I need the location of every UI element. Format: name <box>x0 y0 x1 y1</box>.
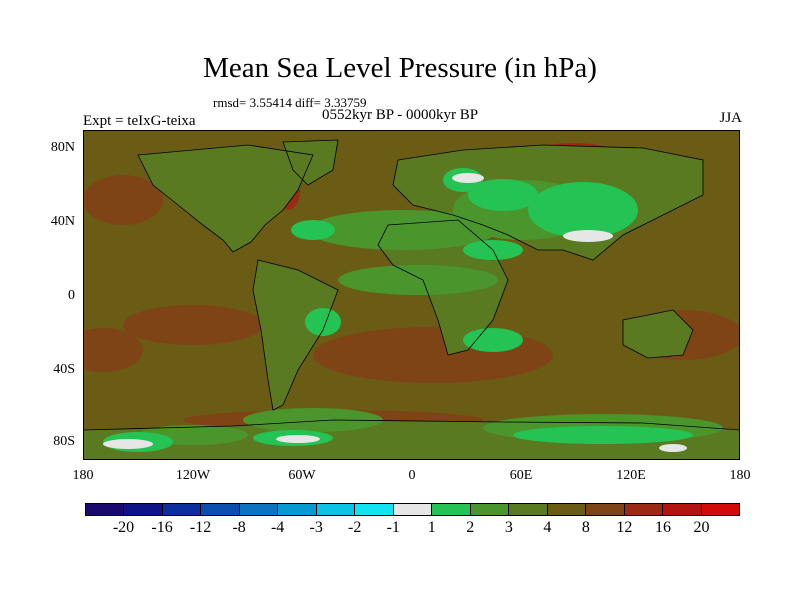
lat-label-40n: 40N <box>50 214 75 229</box>
colorbar-box <box>316 504 356 515</box>
stats-label: rmsd= 3.55414 diff= 3.33759 <box>213 95 367 110</box>
season-label: JJA <box>719 110 742 126</box>
colorbar-label: 2 <box>466 519 475 536</box>
colorbar-label: -20 <box>112 519 135 536</box>
colorbar-box <box>86 504 125 515</box>
colorbar-label: 3 <box>504 519 513 536</box>
colorbar-label: -3 <box>309 519 323 536</box>
colorbar-box <box>432 504 471 515</box>
lat-label-80s: 80S <box>53 434 75 449</box>
coastlines <box>83 139 740 431</box>
lat-label-80n: 80N <box>50 140 75 155</box>
colorbar-label: -16 <box>151 519 173 536</box>
colorbar-box <box>509 504 548 515</box>
lon-label-60e: 60E <box>509 468 533 483</box>
colorbar-box <box>239 504 279 515</box>
colorbar-box <box>278 504 317 515</box>
period-label: 0552kyr BP - 0000kyr BP <box>322 107 479 123</box>
colorbar-box <box>547 504 587 515</box>
colorbar-box <box>470 504 510 515</box>
map-frame <box>83 130 740 460</box>
colorbar-label: 16 <box>654 519 671 536</box>
colorbar-label: 4 <box>543 519 552 536</box>
experiment-label: Expt = teIxG-teixa <box>83 113 196 129</box>
colorbar-label: -1 <box>386 519 400 536</box>
lon-label-0: 0 <box>408 468 416 483</box>
lat-label-40s: 40S <box>53 362 75 377</box>
map-title: Mean Sea Level Pressure (in hPa) <box>203 52 597 84</box>
colorbar-label: 20 <box>693 519 710 536</box>
lon-label-60w: 60W <box>288 468 316 483</box>
lon-label-120w: 120W <box>175 468 211 483</box>
colorbar-box <box>162 504 202 515</box>
lon-label-180w: 180 <box>72 468 94 483</box>
colorbar-box <box>624 504 664 515</box>
colorbar-label: 8 <box>581 519 590 536</box>
colorbar-box <box>124 504 163 515</box>
colorbar-box <box>355 504 394 515</box>
colorbar-box <box>663 504 702 515</box>
colorbar-label: -8 <box>232 519 246 536</box>
colorbar-label: 1 <box>427 519 436 536</box>
lon-label-120e: 120E <box>616 468 646 483</box>
colorbar <box>85 503 740 516</box>
near-zero-regions <box>103 173 687 452</box>
lat-label-0: 0 <box>68 288 75 303</box>
colorbar-box <box>393 504 433 515</box>
colorbar-box <box>701 504 739 515</box>
colorbar-label: -12 <box>189 519 212 536</box>
pressure-map <box>83 130 740 460</box>
colorbar-label: 12 <box>616 519 633 536</box>
colorbar-box <box>586 504 625 515</box>
colorbar-label: -2 <box>348 519 362 536</box>
lon-label-180e: 180 <box>729 468 751 483</box>
colorbar-label: -4 <box>270 519 285 536</box>
colorbar-box <box>201 504 240 515</box>
